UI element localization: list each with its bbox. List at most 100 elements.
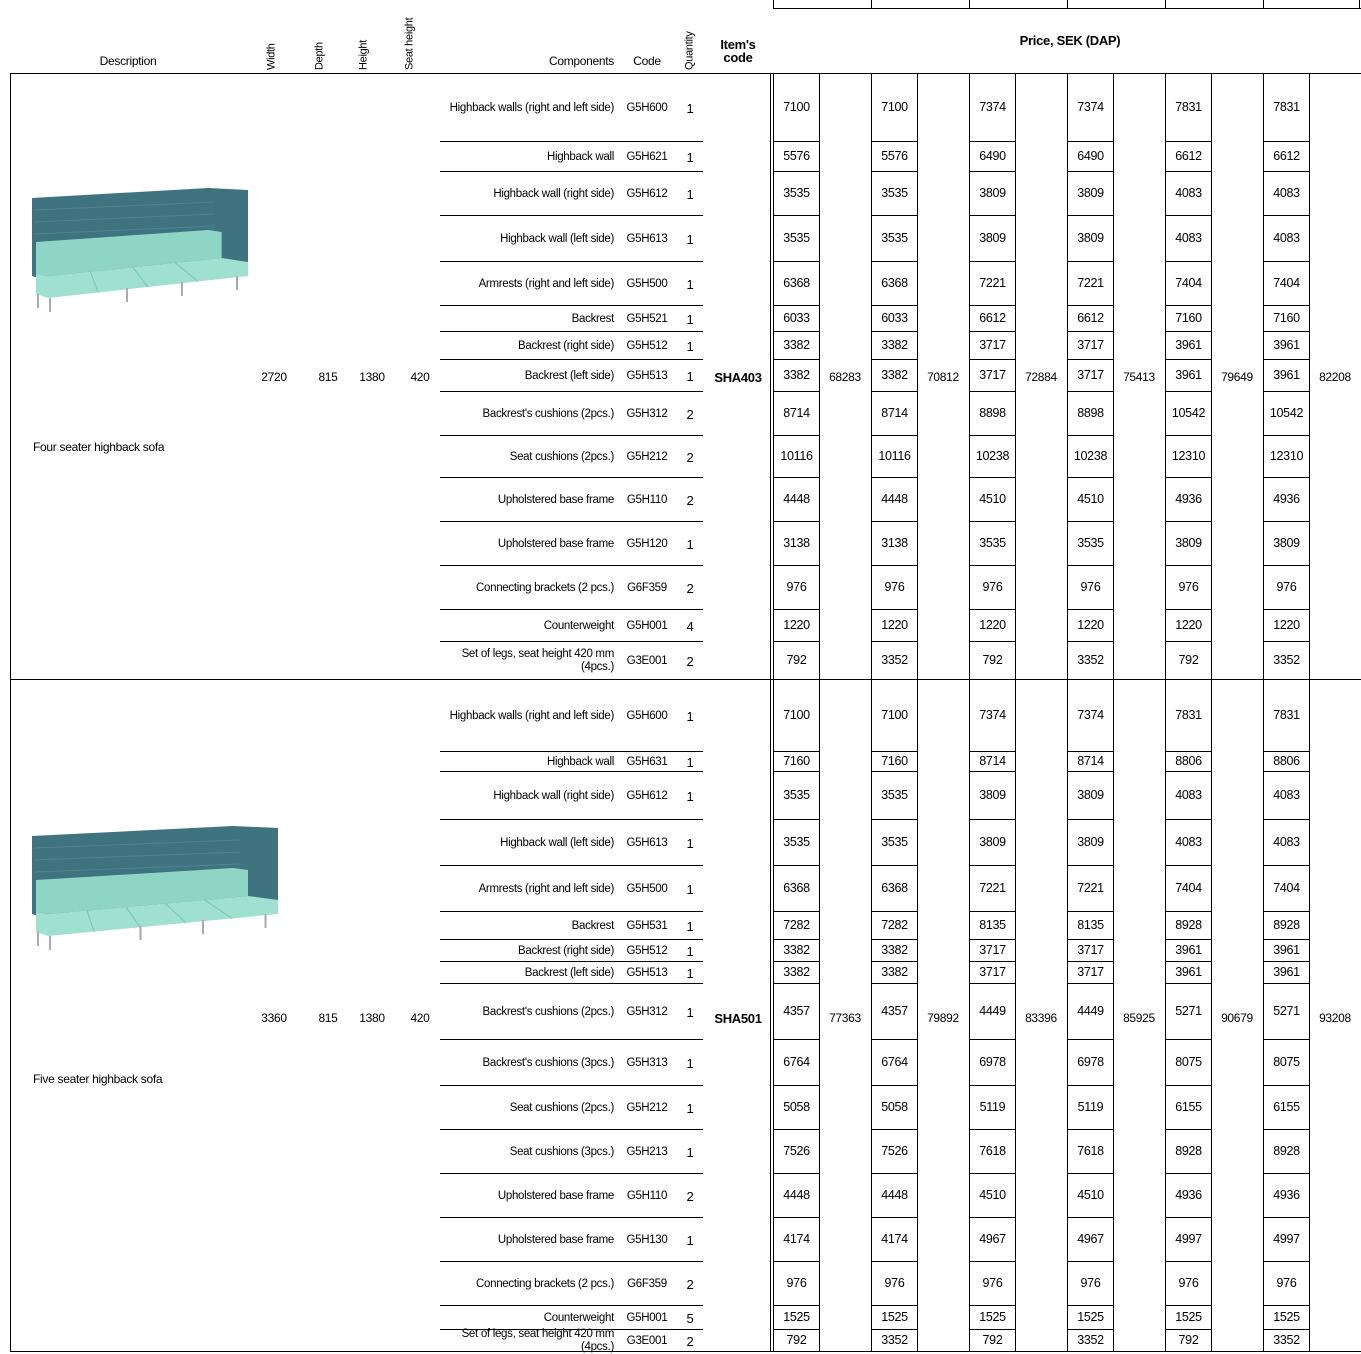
price-cell: 8075 [1165, 1040, 1212, 1086]
price-cell: 1220 [969, 610, 1016, 642]
component-name: Set of legs, seat height 420 mm (4pcs.) [461, 1328, 615, 1353]
component-code: G5H001 [626, 1311, 668, 1324]
price-cell: 1525 [871, 1306, 918, 1330]
total-price: 93208 [1319, 1010, 1351, 1025]
price-cell: 8714 [773, 392, 820, 436]
header-label: Price, SEK (DAP) [1019, 32, 1121, 48]
price-cell: 5119 [1067, 1086, 1114, 1130]
rule [440, 983, 703, 984]
price-cell: 6490 [969, 142, 1016, 172]
price-cell: 7526 [871, 1130, 918, 1174]
item-code: SHA403 [714, 369, 762, 385]
price-cell: 3717 [1067, 962, 1114, 984]
component-name: Backrest [571, 312, 615, 325]
price-cell: 3535 [1067, 522, 1114, 566]
component-quantity: 2 [686, 406, 694, 422]
price-cell: 6978 [1067, 1040, 1114, 1086]
price-cell: 7526 [773, 1130, 820, 1174]
price-cell: 8714 [1067, 752, 1114, 772]
dimension: 2720 [261, 369, 287, 384]
price-cell: 6764 [773, 1040, 820, 1086]
dimension: 420 [410, 1010, 430, 1025]
price-cell: 6612 [1165, 142, 1212, 172]
price-cell: 7831 [1263, 680, 1310, 752]
price-cell: 8135 [969, 912, 1016, 940]
component-code: G5H500 [626, 882, 668, 895]
price-cell: 7100 [773, 74, 820, 142]
rule [440, 961, 703, 962]
rule [440, 1329, 703, 1330]
price-cell: 1525 [1067, 1306, 1114, 1330]
rule [773, 680, 774, 1352]
price-cell: 4967 [1067, 1218, 1114, 1262]
price-cell: 976 [1165, 1262, 1212, 1306]
rule [10, 1351, 1361, 1352]
price-cell: 3809 [1067, 172, 1114, 216]
rule [440, 171, 703, 172]
price-cell: 1220 [1165, 610, 1212, 642]
component-code: G5H613 [626, 232, 668, 245]
header-label: Seat height [403, 17, 416, 70]
price-cell: 976 [773, 566, 820, 610]
price-cell: 8714 [969, 752, 1016, 772]
price-cell: 3717 [969, 962, 1016, 984]
component-quantity: 1 [686, 835, 694, 851]
component-code: G5H110 [626, 1189, 668, 1202]
rule [440, 141, 703, 142]
price-cell: 7160 [1263, 306, 1310, 332]
price-cell: 4936 [1165, 478, 1212, 522]
price-cell: 4997 [1165, 1218, 1212, 1262]
component-name: Highback walls (right and left side) [449, 709, 615, 722]
price-cell: 792 [773, 1330, 820, 1352]
component-quantity: 2 [686, 449, 694, 465]
price-cell: 976 [969, 566, 1016, 610]
price-cell: 5271 [1165, 984, 1212, 1040]
price-cell: 1220 [871, 610, 918, 642]
price-cell: 3961 [1263, 332, 1310, 360]
component-quantity: 1 [686, 1232, 694, 1248]
total-price: 90679 [1221, 1010, 1253, 1025]
rule [1113, 74, 1114, 680]
component-quantity: 1 [686, 965, 694, 981]
rule [1359, 0, 1360, 9]
rule [1211, 74, 1212, 680]
price-cell: 6612 [969, 306, 1016, 332]
price-cell: 3809 [1067, 772, 1114, 820]
header-label: Description [99, 53, 157, 68]
component-code: G5H110 [626, 493, 668, 506]
component-code: G6F359 [627, 581, 667, 594]
component-code: G6F359 [627, 1277, 667, 1290]
rule [440, 939, 703, 940]
price-cell: 3717 [1067, 940, 1114, 962]
price-cell: 3138 [773, 522, 820, 566]
price-cell: 7618 [969, 1130, 1016, 1174]
rule [440, 1217, 703, 1218]
price-cell: 10116 [871, 436, 918, 478]
price-cell: 7374 [969, 74, 1016, 142]
price-cell: 3352 [1263, 642, 1310, 680]
price-cell: 4083 [1165, 172, 1212, 216]
component-name: Seat cushions (2pcs.) [509, 450, 615, 463]
price-cell: 12310 [1165, 436, 1212, 478]
component-name: Highback wall [546, 755, 614, 768]
rule [1015, 74, 1016, 680]
rule [440, 819, 703, 820]
price-cell: 3809 [1165, 522, 1212, 566]
price-cell: 8928 [1263, 1130, 1310, 1174]
rule [440, 305, 703, 306]
header-label: Depth [313, 42, 326, 70]
dimension: 815 [318, 369, 338, 384]
rule [440, 215, 703, 216]
price-cell: 4083 [1263, 772, 1310, 820]
rule [1263, 680, 1264, 1352]
component-name: Highback wall (left side) [500, 836, 614, 849]
price-cell: 1220 [773, 610, 820, 642]
price-cell: 1525 [969, 1306, 1016, 1330]
price-cell: 8928 [1263, 912, 1310, 940]
price-cell: 7100 [871, 74, 918, 142]
price-cell: 4449 [969, 984, 1016, 1040]
component-name: Backrest (right side) [518, 339, 614, 352]
price-cell: 3382 [773, 940, 820, 962]
price-cell: 8075 [1263, 1040, 1310, 1086]
